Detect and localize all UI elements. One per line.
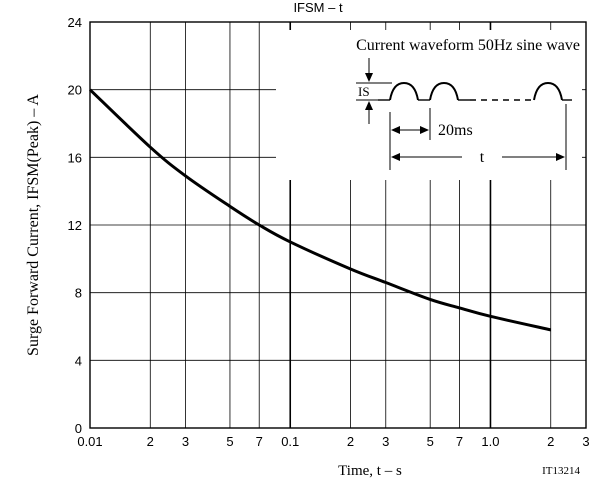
series-layer	[88, 88, 552, 332]
waveform-inset: Current waveform 50Hz sine wave IS 20ms	[276, 30, 582, 180]
y-tick-label: 24	[68, 15, 82, 30]
x-tick-label: 5	[226, 434, 233, 449]
chart-title: IFSM – t	[293, 0, 343, 15]
x-tick-label: 0.1	[281, 434, 299, 449]
x-tick-label: 1.0	[481, 434, 499, 449]
period-arrow-left-head	[391, 126, 400, 134]
is-arrow-top-head	[365, 73, 373, 82]
waveform-title: Current waveform 50Hz sine wave	[356, 37, 580, 54]
x-tick-label: 3	[182, 434, 189, 449]
x-tick-label: 2	[147, 434, 154, 449]
waveform-hump-3	[533, 81, 563, 101]
x-tick-label: 2	[547, 434, 554, 449]
y-tick-label: 12	[68, 218, 82, 233]
x-tick-label: 3	[382, 434, 389, 449]
x-axis-label: Time, t – s	[338, 463, 402, 479]
x-tick-label: 3	[582, 434, 589, 449]
t-arrow-right-head	[556, 153, 565, 161]
plot-frame	[89, 21, 587, 429]
axis-layer: 0.01 2 3 5 7 0.1 2 3 5 7 1.0 2 3 0 4 8 12 16 20 24	[68, 15, 590, 449]
y-tick-label: 8	[75, 286, 82, 301]
period-arrow-right-head	[420, 126, 429, 134]
x-tick-label: 5	[427, 434, 434, 449]
figure-id: IT13214	[542, 465, 580, 477]
t-label: t	[480, 149, 485, 166]
y-tick-label: 0	[75, 421, 82, 436]
y-tick-label: 16	[68, 150, 82, 165]
series-line	[88, 88, 552, 332]
waveform-hump-1	[389, 81, 419, 101]
period-label: 20ms	[438, 122, 473, 139]
is-arrow-bottom-head	[365, 101, 373, 110]
x-tick-label: 7	[456, 434, 463, 449]
y-tick-label: 4	[75, 353, 82, 368]
inset-background	[276, 30, 582, 180]
t-arrow-left-head	[391, 153, 400, 161]
x-tick-label: 2	[347, 434, 354, 449]
waveform-hump-2	[429, 81, 459, 101]
y-tick-label: 20	[68, 83, 82, 98]
y-axis-label: Surge Forward Current, IFSM(Peak) – A	[25, 94, 42, 356]
x-tick-label: 0.01	[77, 434, 102, 449]
x-tick-label: 7	[256, 434, 263, 449]
is-label: IS	[358, 84, 370, 99]
